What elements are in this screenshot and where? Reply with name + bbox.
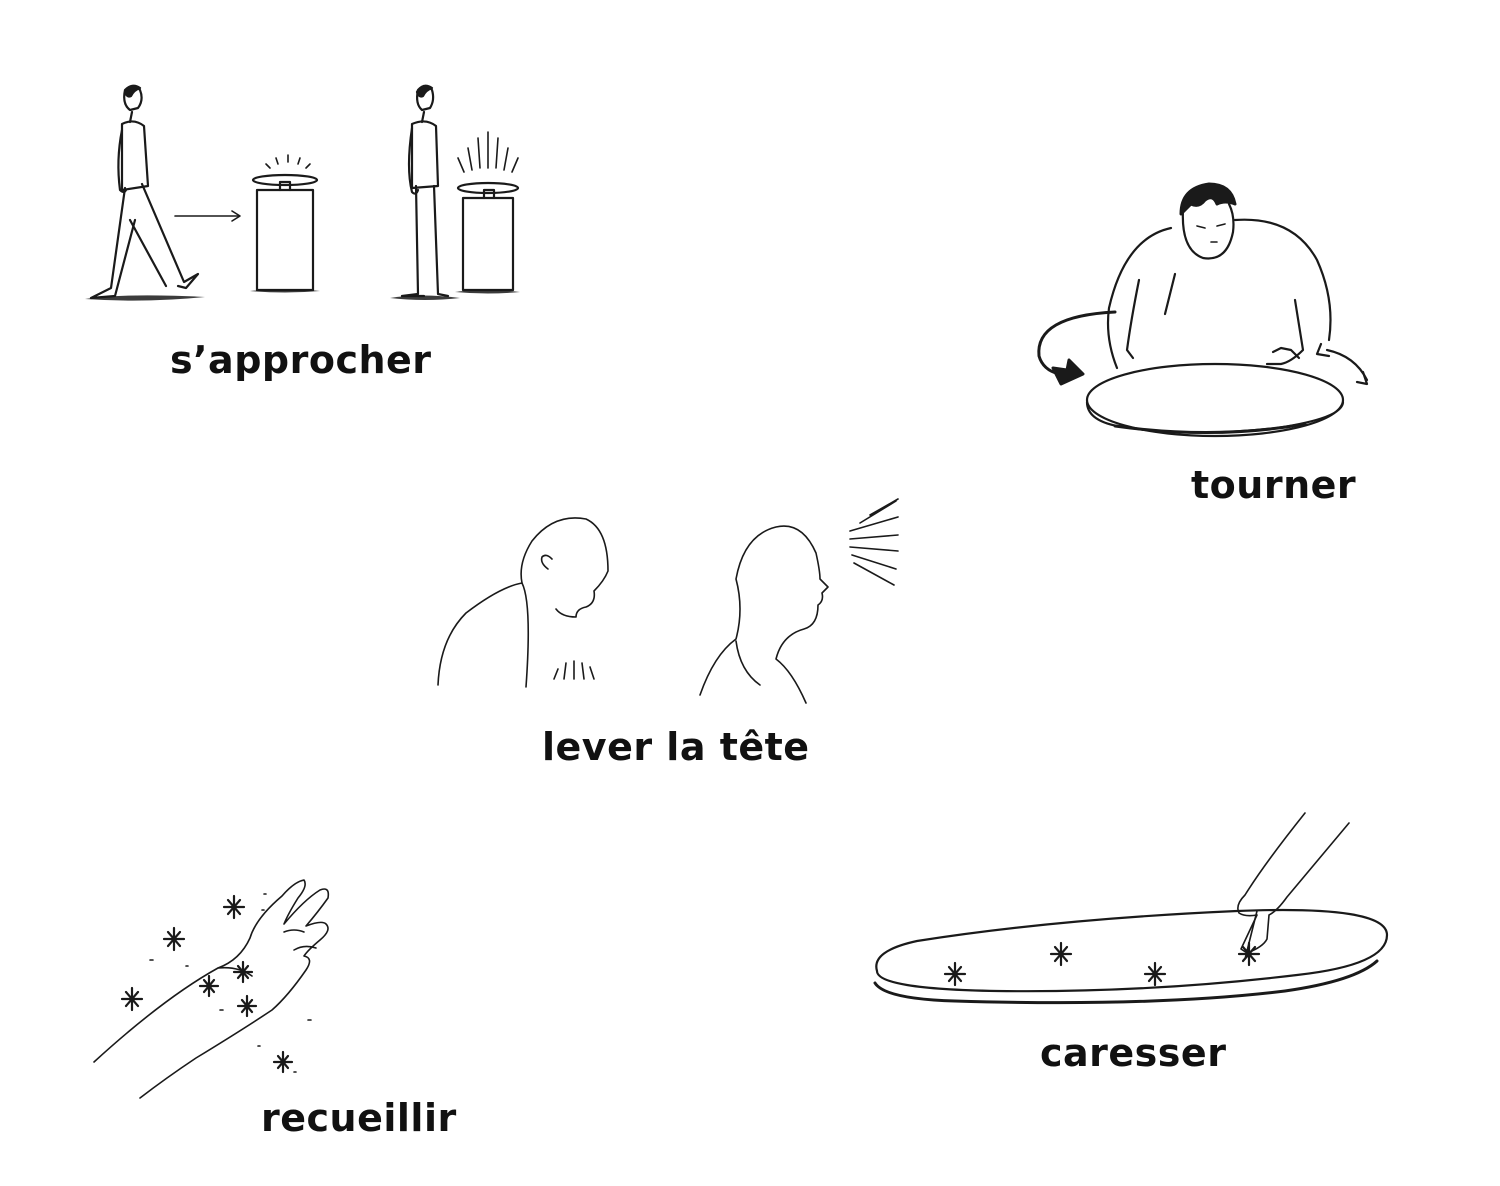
standing-person [400,84,450,298]
caress-illustration [873,812,1389,1005]
raise-head-illustration [437,498,899,704]
label-raise-head: lever la tête [542,725,810,769]
panel-collect: recueillir [80,870,480,1170]
collect-illustration [93,879,330,1099]
leaning-person [1106,182,1332,370]
raised-head-person [699,525,829,704]
open-hand [93,879,330,1099]
pedestal-2 [456,131,520,292]
pedestal-1 [251,154,319,292]
round-table [1085,362,1345,438]
approach-illustration [85,84,520,301]
label-caress: caresser [1040,1031,1227,1075]
pointing-hand [1237,812,1350,960]
label-approach: s’approcher [170,338,432,382]
panel-caress: caresser [865,812,1405,1085]
sparkles [120,893,312,1074]
label-collect: recueillir [261,1096,457,1140]
flat-table [873,908,1389,1005]
table-sparkles [943,941,1261,987]
panel-raise-head: lever la tête [430,495,910,775]
turn-illustration [1037,182,1369,438]
panel-turn: tourner [1025,180,1385,510]
bowed-person [437,517,609,688]
label-turn: tourner [1191,463,1357,507]
panel-approach: s’approcher [60,70,540,400]
walking-person [89,84,200,300]
